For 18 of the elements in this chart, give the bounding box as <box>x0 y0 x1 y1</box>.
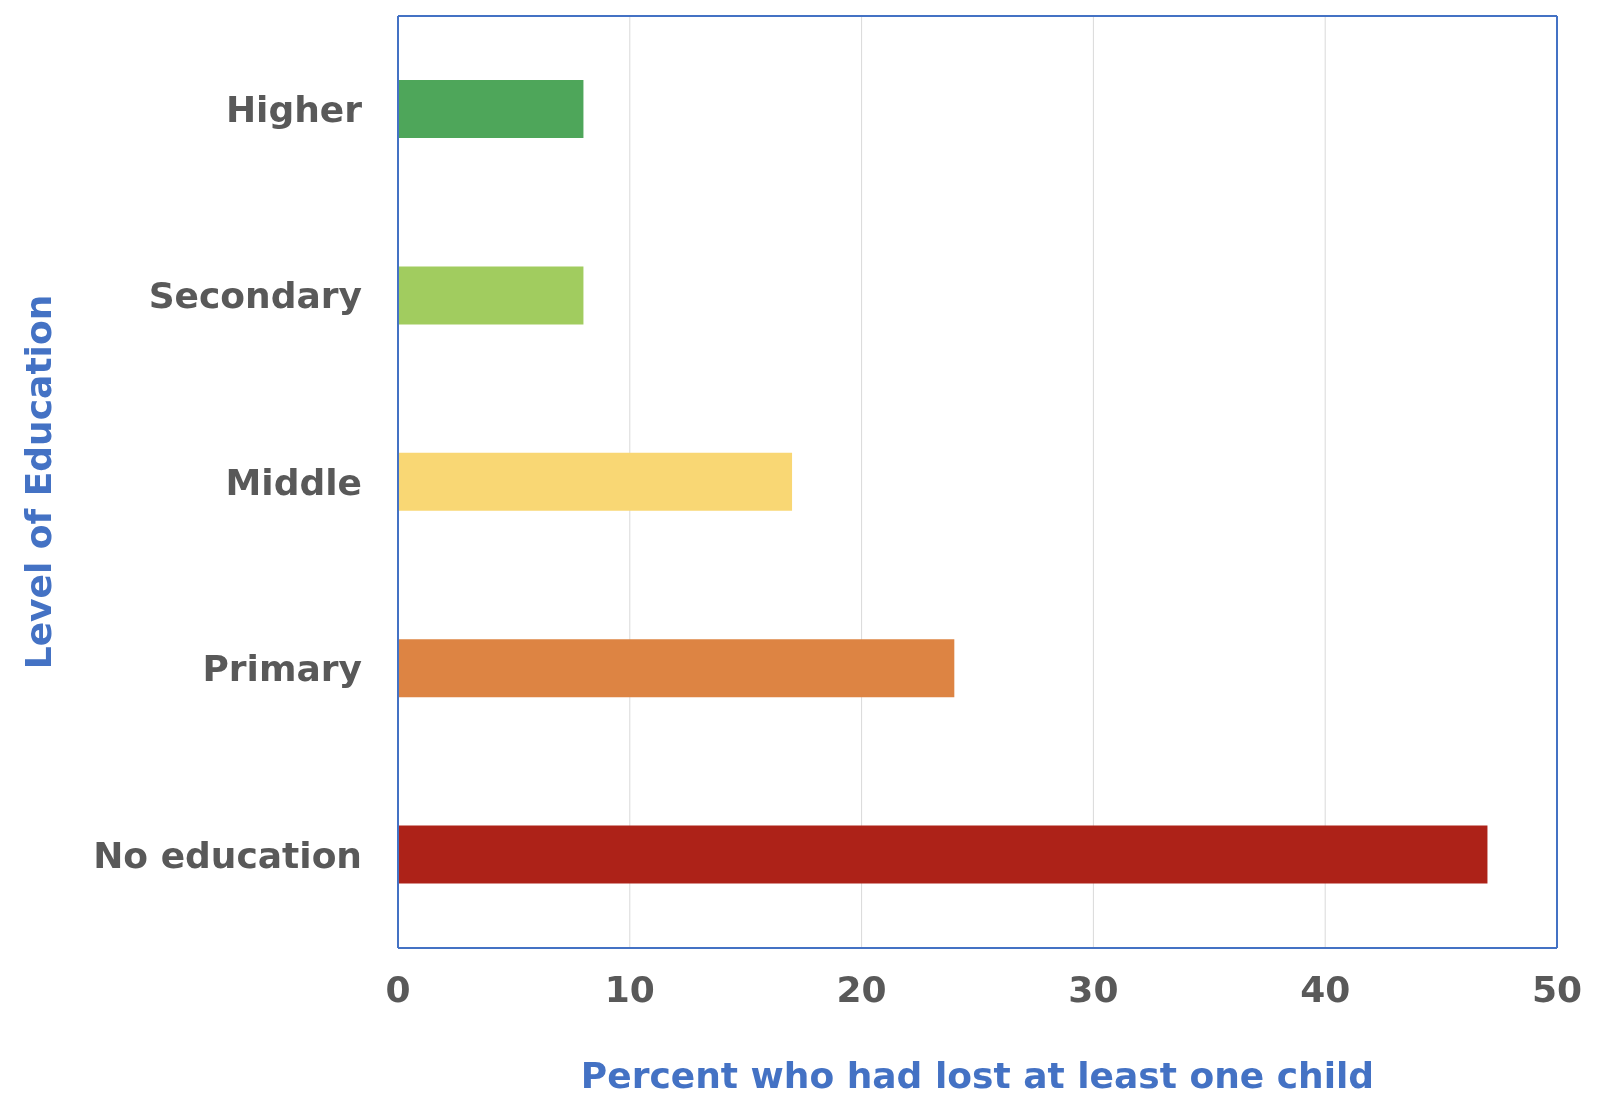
y-tick-label: No education <box>93 834 362 876</box>
x-tick-label: 50 <box>1531 968 1583 1010</box>
y-tick-label: Middle <box>225 461 362 503</box>
bar <box>398 639 955 698</box>
y-tick-label: Secondary <box>148 275 362 317</box>
bar <box>398 452 793 511</box>
y-axis-title: Level of Education <box>17 294 59 670</box>
bar <box>398 80 584 138</box>
x-tick-label: 20 <box>836 968 887 1010</box>
x-tick-label: 0 <box>385 968 411 1010</box>
x-tick-label: 30 <box>1068 968 1119 1010</box>
x-tick-label: 40 <box>1300 968 1351 1010</box>
x-axis-title: Percent who had lost at least one child <box>580 1055 1375 1096</box>
bar <box>398 266 584 325</box>
y-tick-label: Primary <box>202 648 362 690</box>
y-tick-label: Higher <box>225 88 363 130</box>
bar <box>398 825 1488 884</box>
x-tick-label: 10 <box>604 968 655 1010</box>
